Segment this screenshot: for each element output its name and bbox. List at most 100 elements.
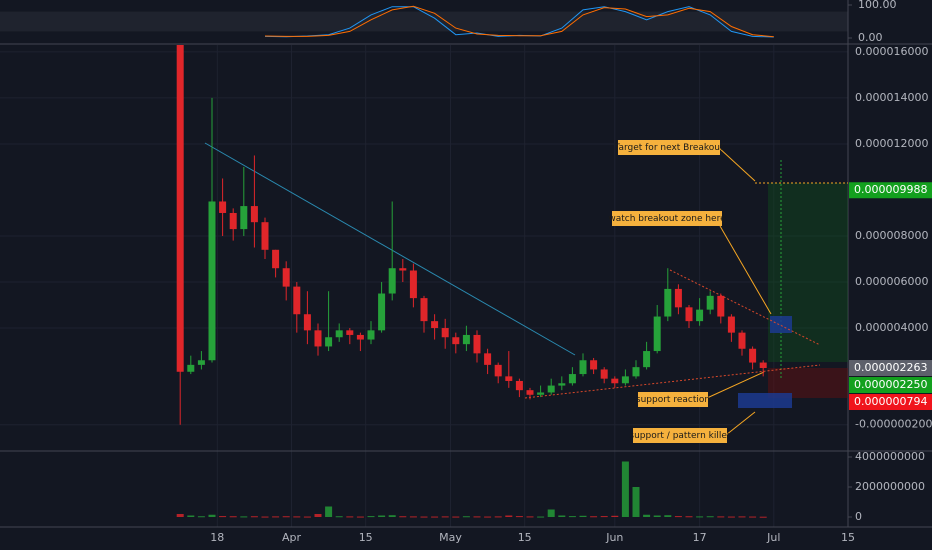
candle-body xyxy=(632,367,640,377)
volume-bar xyxy=(187,515,195,517)
candle-body xyxy=(325,337,333,347)
y-tick-label: 0.000006000 xyxy=(855,275,928,288)
stoch-tick-label: 0.00 xyxy=(858,31,883,44)
candle-body xyxy=(282,268,290,287)
volume-bar xyxy=(547,509,555,517)
candle-body xyxy=(378,293,386,331)
candle-body xyxy=(197,360,205,365)
price-label: 0.000009988 xyxy=(854,183,927,196)
candle-body xyxy=(759,362,767,369)
volume-bar xyxy=(537,516,545,518)
candle-body xyxy=(293,286,301,315)
price-label: 0.000002250 xyxy=(854,378,927,391)
volume-bar xyxy=(378,515,386,517)
candle-body xyxy=(431,321,439,329)
arrow xyxy=(719,225,772,315)
volume-bar xyxy=(325,506,333,517)
candle-body xyxy=(558,383,566,386)
candle-body xyxy=(441,328,449,338)
candle-body xyxy=(653,316,661,352)
y-tick-label: 0.000016000 xyxy=(855,45,928,58)
target-zone xyxy=(768,183,848,362)
candle-body xyxy=(738,332,746,349)
arrow xyxy=(717,146,756,182)
volume-bar xyxy=(484,516,492,518)
y-tick-label: 0.000012000 xyxy=(855,137,928,150)
stoch-tick-label: 100.00 xyxy=(858,0,897,11)
breakout-box xyxy=(770,316,792,333)
volume-bar xyxy=(293,516,301,518)
volume-bar xyxy=(579,515,587,517)
support-box xyxy=(738,393,792,408)
volume-bar xyxy=(696,516,704,518)
price-label-box xyxy=(849,377,932,394)
volume-bar xyxy=(346,516,354,518)
candle-body xyxy=(452,337,460,345)
volume-bar xyxy=(494,516,502,518)
arrow xyxy=(706,371,765,399)
volume-bar xyxy=(759,516,767,518)
candle-body xyxy=(250,206,258,223)
candle-body xyxy=(590,360,598,370)
volume-bar xyxy=(282,516,290,518)
candle-body xyxy=(346,330,354,335)
volume-bar xyxy=(388,515,396,517)
y-tick-label: 0.000014000 xyxy=(855,91,928,104)
candle-body xyxy=(303,314,311,331)
volume-bar xyxy=(706,516,714,518)
candle-body xyxy=(537,392,545,395)
candle-body xyxy=(388,268,396,294)
candle-body xyxy=(356,334,364,340)
x-tick-label: 17 xyxy=(693,531,707,544)
drawings xyxy=(204,142,848,436)
volume-bar xyxy=(558,515,566,517)
volume-bar xyxy=(653,515,661,517)
volume-tick-label: 2000000000 xyxy=(855,480,925,493)
volume-bar xyxy=(643,514,651,517)
volume-bar xyxy=(356,516,364,518)
price-label-box xyxy=(849,394,932,411)
candle-body xyxy=(674,288,682,308)
candle-body xyxy=(484,353,492,365)
volume-bar xyxy=(632,487,640,517)
volume-bar xyxy=(505,515,513,517)
volume-bar xyxy=(674,516,682,518)
volume-bar xyxy=(431,516,439,518)
candle-body xyxy=(706,295,714,310)
volume-bar xyxy=(727,516,735,518)
volume-bar xyxy=(621,461,629,517)
candle-body xyxy=(664,288,672,317)
annotation: support reaction xyxy=(636,395,710,405)
volume-tick-label: 4000000000 xyxy=(855,450,925,463)
volume-bar xyxy=(473,516,481,518)
volume-bar xyxy=(568,516,576,518)
volume-bar xyxy=(611,515,619,517)
volume-bar xyxy=(367,516,375,518)
stoch-band xyxy=(0,11,848,32)
candle-body xyxy=(717,295,725,317)
volume-bar xyxy=(303,516,311,518)
volume-bar xyxy=(600,516,608,518)
volume-bar xyxy=(441,516,449,518)
candle-body xyxy=(568,374,576,384)
volume-tick-label: 0 xyxy=(855,510,862,523)
candle-body xyxy=(685,307,693,322)
candle-body xyxy=(727,316,735,333)
candle-body xyxy=(229,212,237,230)
price-label: 0.000002263 xyxy=(854,361,927,374)
candle-body xyxy=(240,206,248,230)
price-label-box xyxy=(849,182,932,199)
volume-bar xyxy=(452,516,460,518)
candle-body xyxy=(621,376,629,384)
candle-body xyxy=(335,330,343,338)
candle-body xyxy=(187,364,195,372)
candle-body xyxy=(749,348,757,363)
candle-body xyxy=(367,330,375,340)
y-tick-label: 0.000008000 xyxy=(855,229,928,242)
candle-body xyxy=(272,249,280,269)
price-label: 0.000000794 xyxy=(854,395,927,408)
x-tick-label: 15 xyxy=(841,531,855,544)
candle-body xyxy=(515,380,523,391)
y-tick-label: 0.000004000 xyxy=(855,321,928,334)
